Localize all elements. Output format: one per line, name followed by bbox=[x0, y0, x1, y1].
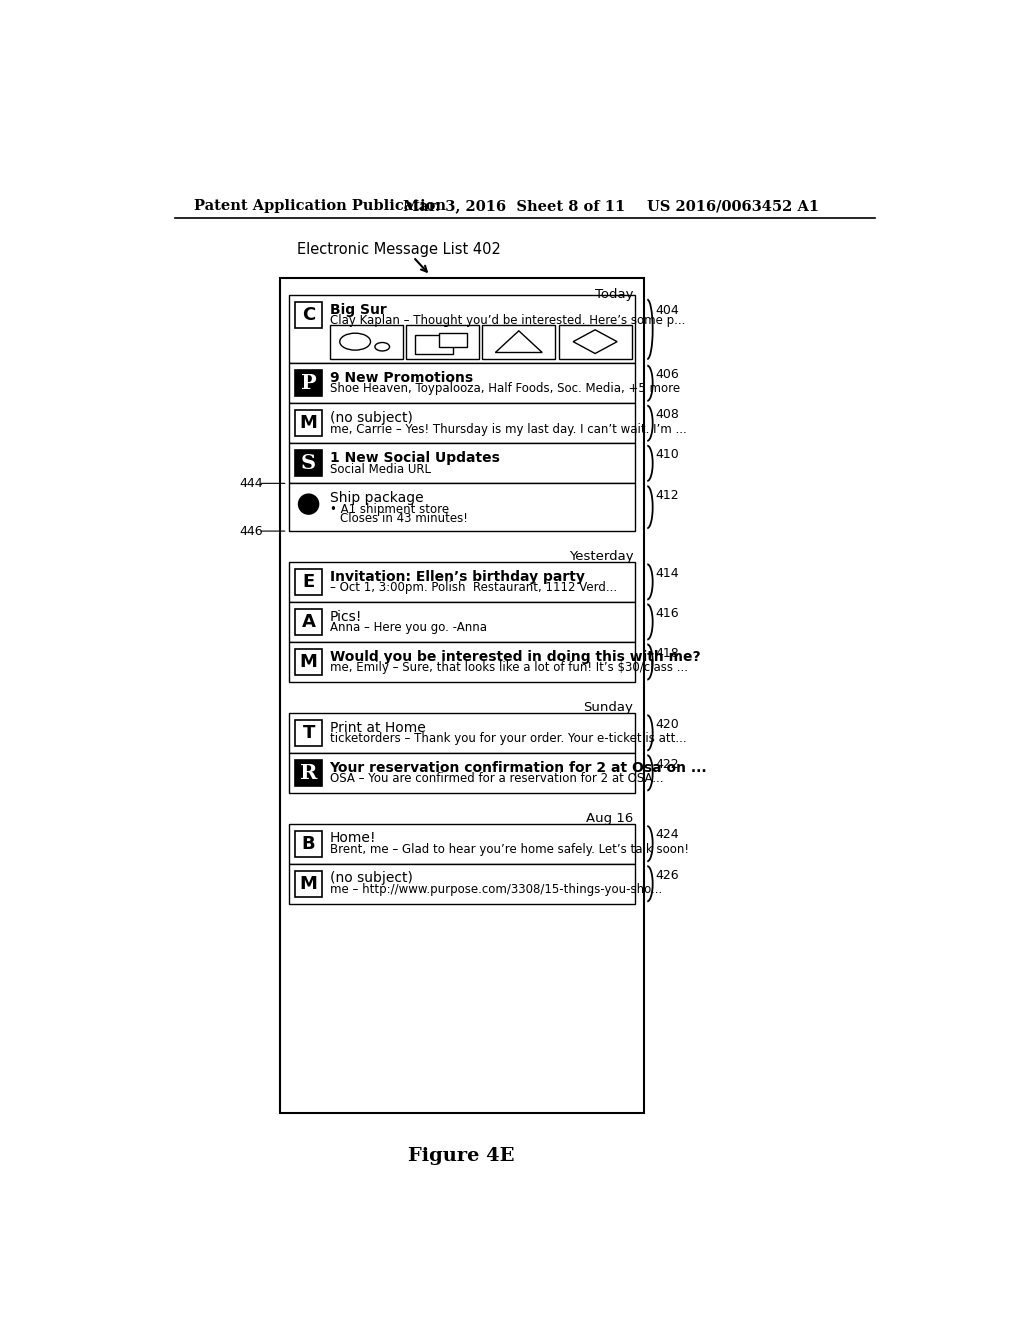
Bar bbox=[558, 325, 632, 359]
Text: Shoe Heaven, Toypalooza, Half Foods, Soc. Media, +5 more: Shoe Heaven, Toypalooza, Half Foods, Soc… bbox=[330, 383, 680, 396]
Bar bbox=[295, 649, 322, 675]
Text: me, Emily – Sure, that looks like a lot of fun! It’s $30/class ...: me, Emily – Sure, that looks like a lot … bbox=[330, 661, 687, 675]
Text: B: B bbox=[302, 834, 315, 853]
Text: Yesterday: Yesterday bbox=[568, 550, 633, 564]
Bar bbox=[289, 642, 635, 682]
Text: R: R bbox=[300, 763, 317, 783]
Text: 422: 422 bbox=[655, 758, 679, 771]
Text: M: M bbox=[300, 653, 317, 671]
Bar bbox=[406, 325, 479, 359]
Bar bbox=[415, 335, 453, 354]
Text: Clay Kaplan – Thought you’d be interested. Here’s some p...: Clay Kaplan – Thought you’d be intereste… bbox=[330, 314, 685, 327]
Bar bbox=[289, 602, 635, 642]
Text: A: A bbox=[302, 612, 315, 631]
Text: M: M bbox=[300, 414, 317, 432]
Bar bbox=[295, 719, 322, 746]
Bar bbox=[280, 277, 644, 1113]
Bar bbox=[295, 302, 322, 327]
Text: Pics!: Pics! bbox=[330, 610, 361, 623]
Text: C: C bbox=[302, 306, 315, 323]
Text: M: M bbox=[300, 875, 317, 892]
Text: 1 New Social Updates: 1 New Social Updates bbox=[330, 451, 500, 465]
Text: me – http://www.purpose.com/3308/15-things-you-sho...: me – http://www.purpose.com/3308/15-thin… bbox=[330, 883, 662, 896]
Bar bbox=[289, 863, 635, 904]
Bar bbox=[295, 871, 322, 896]
Text: Electronic Message List 402: Electronic Message List 402 bbox=[297, 242, 501, 257]
Text: 9 New Promotions: 9 New Promotions bbox=[330, 371, 473, 385]
Text: 404: 404 bbox=[655, 304, 679, 317]
Bar bbox=[295, 411, 322, 437]
Bar bbox=[295, 450, 322, 477]
Bar bbox=[289, 713, 635, 752]
Text: ticketorders – Thank you for your order. Your e-ticket is att...: ticketorders – Thank you for your order.… bbox=[330, 733, 686, 744]
Text: OSA – You are confirmed for a reservation for 2 at OSA...: OSA – You are confirmed for a reservatio… bbox=[330, 772, 663, 785]
Text: 408: 408 bbox=[655, 408, 679, 421]
Bar bbox=[289, 296, 635, 363]
Text: 418: 418 bbox=[655, 647, 679, 660]
Polygon shape bbox=[496, 331, 543, 352]
Text: Social Media URL: Social Media URL bbox=[330, 462, 430, 475]
Text: 426: 426 bbox=[655, 869, 679, 882]
Text: 414: 414 bbox=[655, 566, 679, 579]
Text: 444: 444 bbox=[240, 477, 263, 490]
Bar bbox=[295, 569, 322, 595]
Text: T: T bbox=[302, 723, 314, 742]
Text: Sunday: Sunday bbox=[584, 701, 633, 714]
Text: Closes in 43 minutes!: Closes in 43 minutes! bbox=[340, 512, 468, 525]
Bar bbox=[439, 333, 467, 347]
Ellipse shape bbox=[340, 333, 371, 350]
Ellipse shape bbox=[375, 342, 389, 351]
Text: me, Carrie – Yes! Thursday is my last day. I can’t wait. I’m ...: me, Carrie – Yes! Thursday is my last da… bbox=[330, 422, 686, 436]
Text: Invitation: Ellen’s birthday party: Invitation: Ellen’s birthday party bbox=[330, 570, 585, 583]
Bar bbox=[289, 824, 635, 863]
Text: Anna – Here you go. -Anna: Anna – Here you go. -Anna bbox=[330, 622, 486, 634]
Text: 406: 406 bbox=[655, 368, 679, 381]
Text: P: P bbox=[301, 374, 316, 393]
Bar bbox=[295, 609, 322, 635]
Bar bbox=[289, 444, 635, 483]
Text: 446: 446 bbox=[240, 524, 263, 537]
Text: US 2016/0063452 A1: US 2016/0063452 A1 bbox=[647, 199, 819, 213]
Text: 410: 410 bbox=[655, 447, 679, 461]
Bar bbox=[295, 370, 322, 396]
Text: S: S bbox=[301, 453, 316, 474]
Circle shape bbox=[299, 494, 318, 515]
Bar bbox=[295, 760, 322, 785]
Text: Mar. 3, 2016  Sheet 8 of 11: Mar. 3, 2016 Sheet 8 of 11 bbox=[403, 199, 626, 213]
Text: Would you be interested in doing this with me?: Would you be interested in doing this wi… bbox=[330, 649, 700, 664]
Text: 420: 420 bbox=[655, 718, 679, 730]
Polygon shape bbox=[573, 330, 617, 354]
Bar bbox=[289, 363, 635, 404]
Text: Your reservation confirmation for 2 at Osa on ...: Your reservation confirmation for 2 at O… bbox=[330, 760, 708, 775]
Bar bbox=[330, 325, 402, 359]
Bar bbox=[289, 483, 635, 531]
Text: Home!: Home! bbox=[330, 832, 376, 845]
Text: 416: 416 bbox=[655, 607, 679, 619]
Text: Figure 4E: Figure 4E bbox=[408, 1147, 514, 1164]
Bar bbox=[482, 325, 555, 359]
Bar bbox=[289, 562, 635, 602]
Text: 412: 412 bbox=[655, 490, 679, 502]
Text: 424: 424 bbox=[655, 829, 679, 841]
Text: Ship package: Ship package bbox=[330, 491, 423, 506]
Text: Big Sur: Big Sur bbox=[330, 304, 386, 317]
Bar bbox=[295, 830, 322, 857]
Bar bbox=[289, 404, 635, 444]
Text: Today: Today bbox=[595, 288, 633, 301]
Text: • A1 shipment store: • A1 shipment store bbox=[330, 503, 449, 516]
Text: Aug 16: Aug 16 bbox=[586, 812, 633, 825]
Text: Brent, me – Glad to hear you’re home safely. Let’s talk soon!: Brent, me – Glad to hear you’re home saf… bbox=[330, 843, 688, 855]
Text: Patent Application Publication: Patent Application Publication bbox=[194, 199, 445, 213]
Text: E: E bbox=[302, 573, 314, 591]
Text: – Oct 1, 3:00pm. Polish  Restaurant, 1112 Verd...: – Oct 1, 3:00pm. Polish Restaurant, 1112… bbox=[330, 581, 616, 594]
Text: (no subject): (no subject) bbox=[330, 871, 413, 886]
Text: (no subject): (no subject) bbox=[330, 411, 413, 425]
Text: Print at Home: Print at Home bbox=[330, 721, 425, 734]
Bar bbox=[289, 752, 635, 793]
